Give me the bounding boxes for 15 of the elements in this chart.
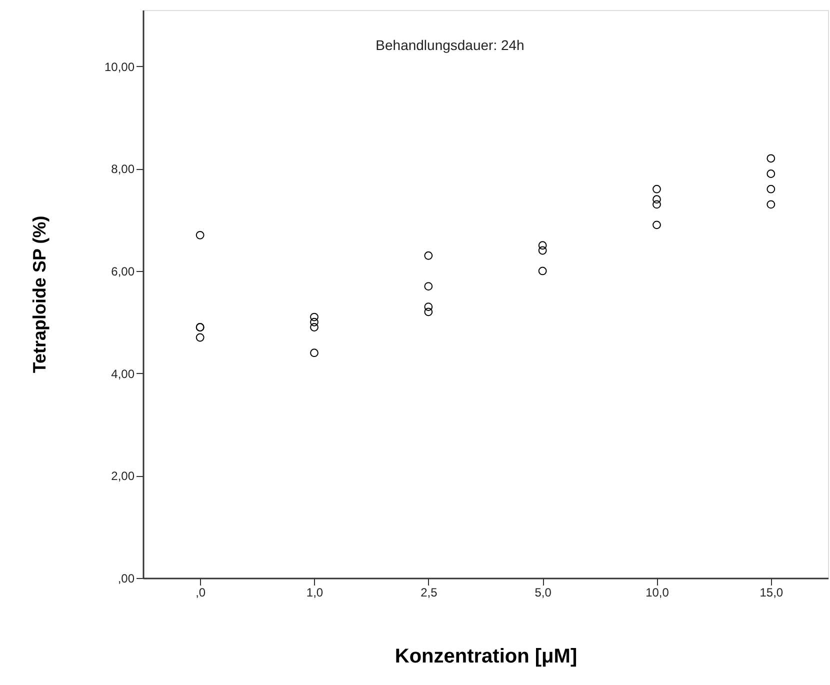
y-tick-label: 10,00	[104, 60, 135, 74]
x-axis-title: Konzentration [μM]	[394, 646, 578, 668]
x-tick-label: 2,5	[420, 586, 438, 600]
y-tick-label: 2,00	[111, 469, 135, 484]
x-tick-label: 10,0	[646, 586, 670, 600]
y-tick-label: ,00	[118, 572, 135, 586]
y-tick-label: 6,00	[111, 264, 135, 278]
y-tick-label: 4,00	[111, 366, 135, 381]
x-tick-label: 1,0	[306, 586, 324, 600]
x-tick-label: 5,0	[534, 586, 552, 600]
y-tick-label: 8,00	[111, 162, 135, 176]
annotation: Behandlungsdauer: 24h	[376, 37, 524, 53]
x-tick-label: 15,0	[760, 586, 784, 600]
y-axis-title: Tetraploide SP (%)	[29, 216, 50, 374]
x-tick-label: ,0	[196, 586, 206, 600]
